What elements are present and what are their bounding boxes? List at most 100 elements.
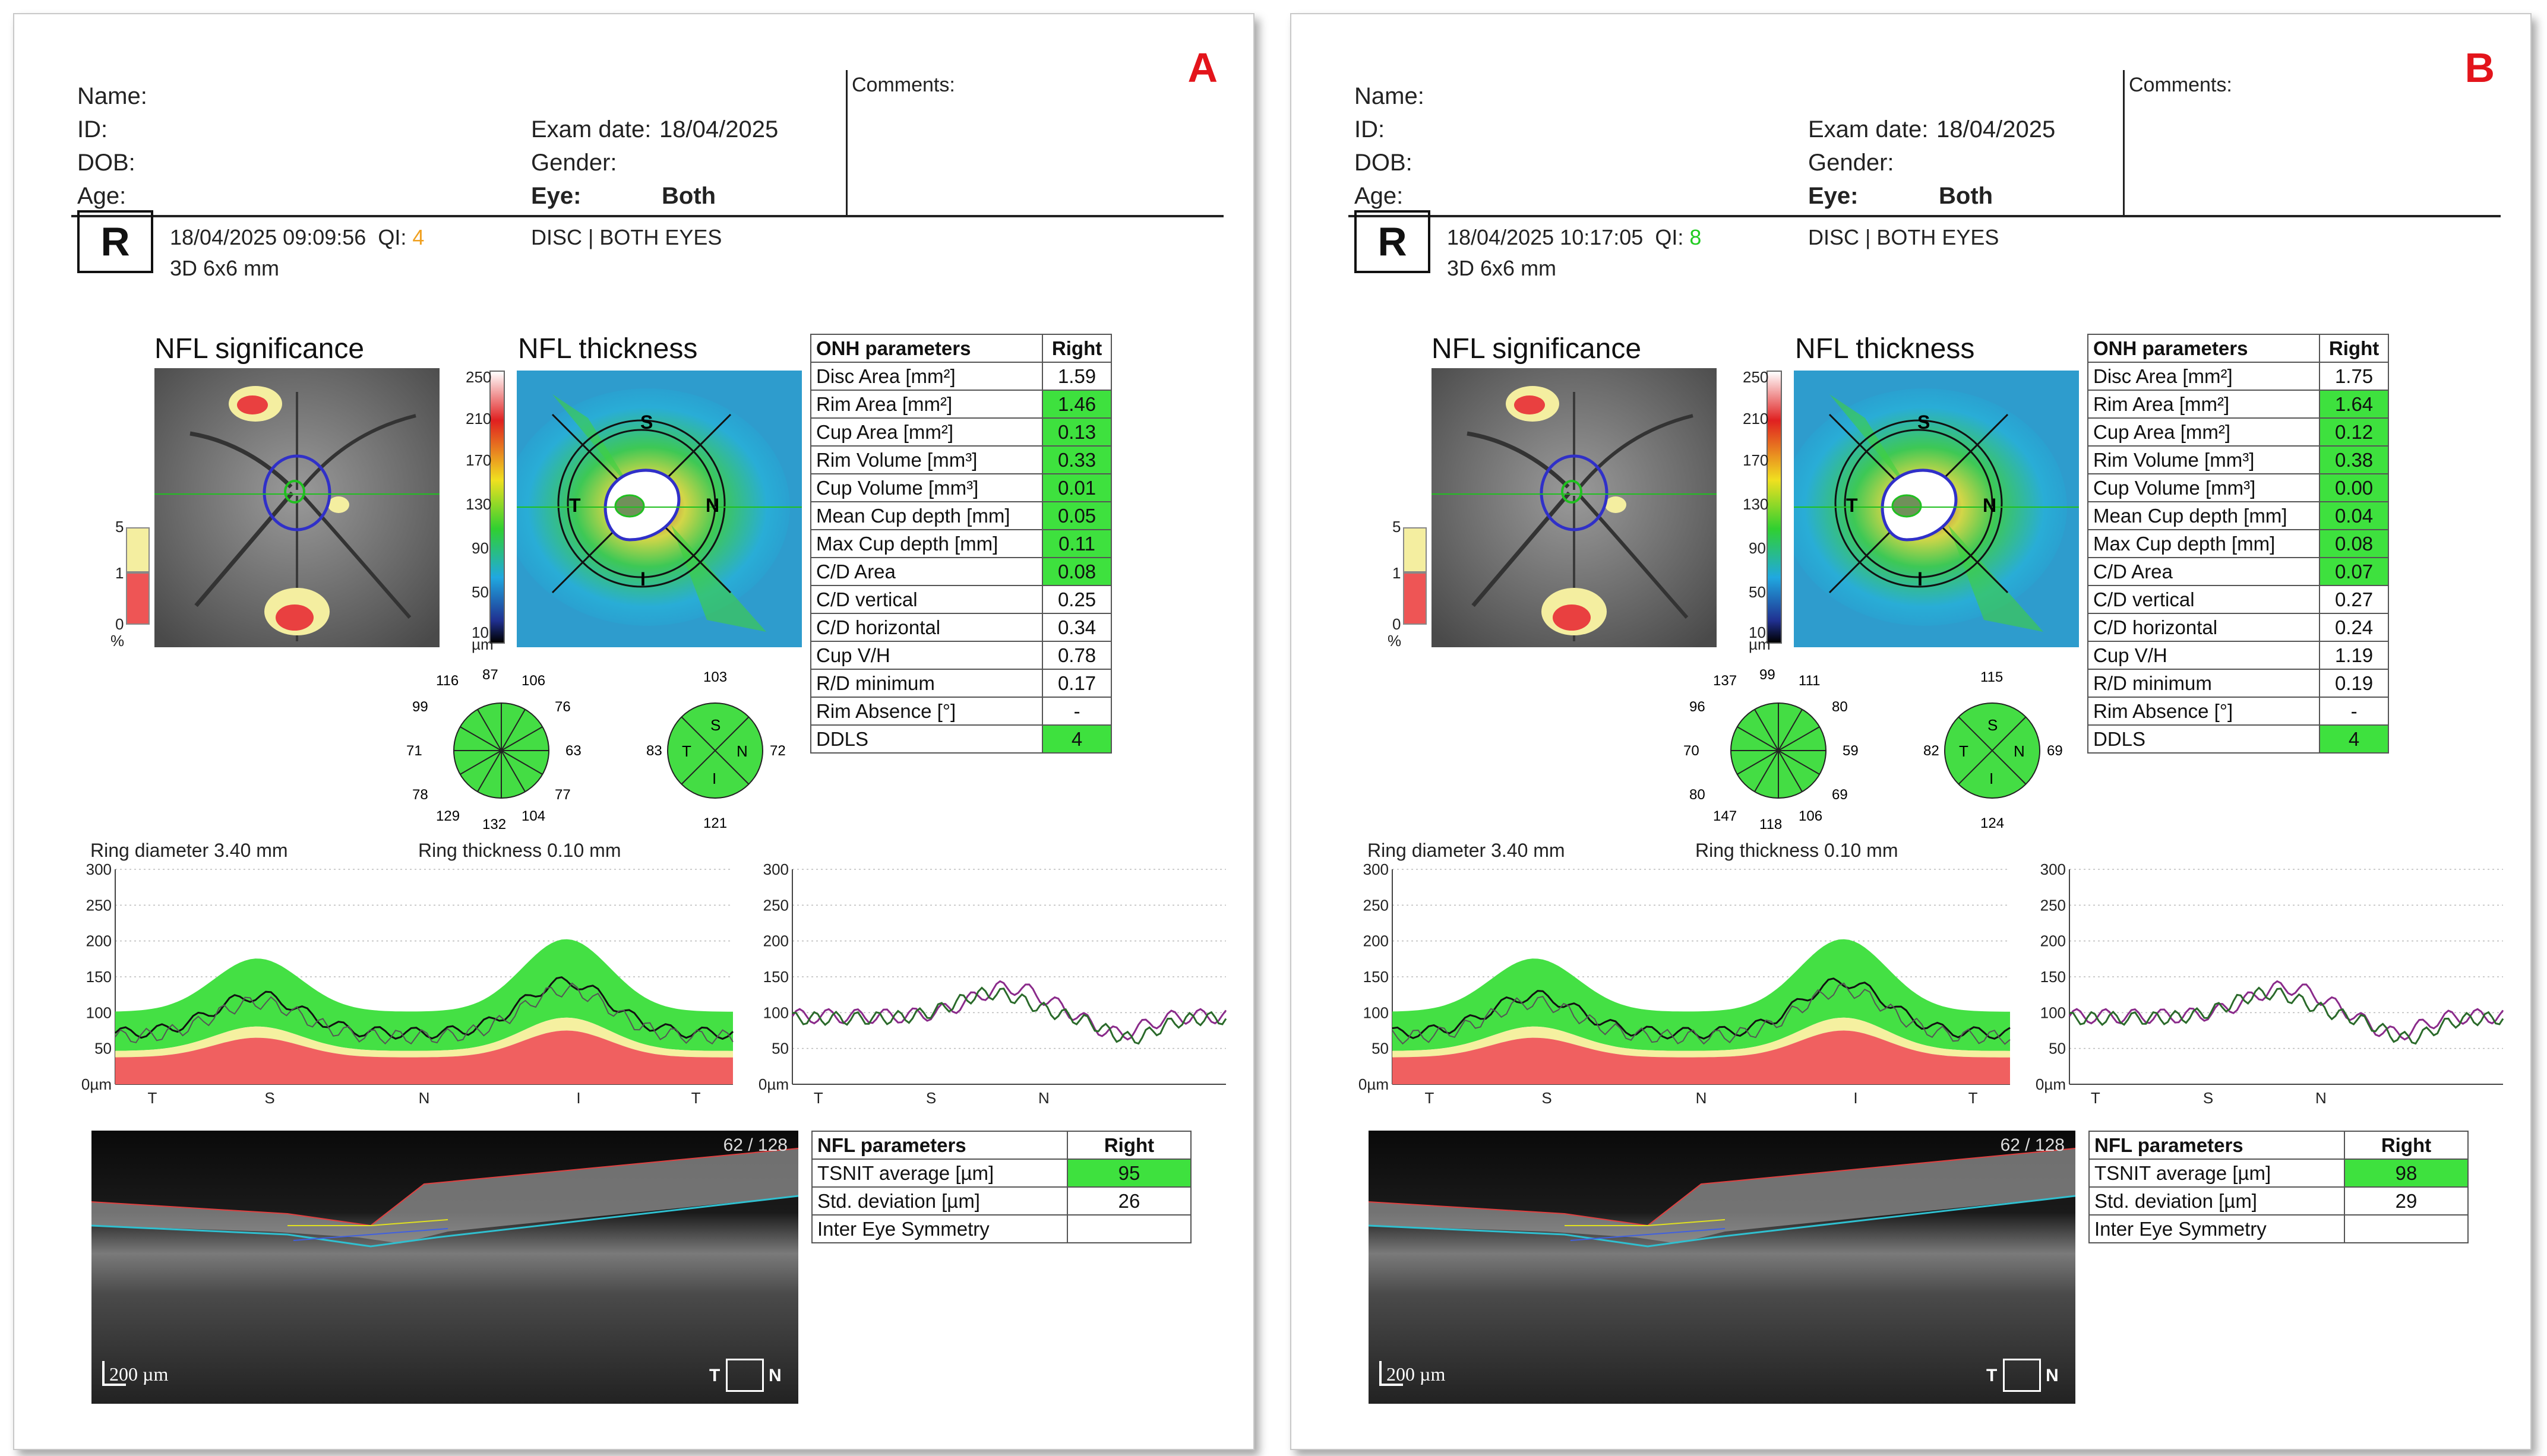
onh-param-value: 0.04 xyxy=(2319,501,2389,530)
thick-scale-unit: µm xyxy=(472,635,494,653)
onh-row: C/D Area 0.08 xyxy=(810,557,1112,586)
x-tick-label: T xyxy=(1424,1089,1434,1107)
quad-value-n: 69 xyxy=(2047,743,2063,759)
quadrant-chart: S T N I 103 83 72 121 xyxy=(620,667,810,834)
thick-scale-10: 10 xyxy=(472,623,489,641)
onh-param-label: Cup V/H xyxy=(810,641,1044,670)
onh-param-label: Rim Volume [mm³] xyxy=(810,445,1044,474)
thickness-color-scale xyxy=(489,371,505,644)
clock-sector-line xyxy=(460,726,543,775)
nfl-significance-title: NFL significance xyxy=(154,333,365,365)
nfl-param-label: Inter Eye Symmetry xyxy=(811,1214,1068,1243)
onh-param-value: 1.75 xyxy=(2319,362,2389,391)
onh-param-label: Rim Volume [mm³] xyxy=(2087,445,2321,474)
thick-scale-170: 170 xyxy=(1743,451,1769,469)
onh-row: Disc Area [mm²] 1.59 xyxy=(810,362,1112,391)
onh-param-label: Cup Volume [mm³] xyxy=(810,473,1044,502)
clock-value-left-upper: 99 xyxy=(412,699,428,715)
y-tick-label: 0µm xyxy=(81,1075,112,1093)
y-tick-label: 0µm xyxy=(2036,1075,2066,1093)
oct-bscan-image: 62 / 128 200 µm T N xyxy=(1369,1131,2075,1404)
onh-row: Cup Volume [mm³] 0.00 xyxy=(2087,473,2389,502)
gender-label: Gender: xyxy=(531,150,617,176)
nfl-parameters-table: NFL parameters Right TSNIT average [µm] 9… xyxy=(811,1131,1192,1243)
fundus-significance-image xyxy=(1431,368,1717,647)
nfl-row: TSNIT average [µm] 95 xyxy=(811,1159,1192,1188)
y-tick-label: 100 xyxy=(86,1004,112,1021)
onh-row: Mean Cup depth [mm] 0.05 xyxy=(810,501,1112,530)
scan-type: 3D 6x6 mm xyxy=(170,256,280,280)
nfl-row: Std. deviation [µm] 29 xyxy=(2088,1186,2469,1216)
onh-row: C/D Area 0.07 xyxy=(2087,557,2389,586)
scan-protocol: DISC | BOTH EYES xyxy=(531,225,722,249)
ring-thickness: Ring thickness 0.10 mm xyxy=(418,840,621,861)
tsnit-line-mean xyxy=(1392,977,2011,1040)
nfl-thickness-map: S T N I xyxy=(1794,371,2079,647)
onh-param-label: Mean Cup depth [mm] xyxy=(810,501,1044,530)
eye-label: Eye: xyxy=(1808,183,1859,209)
onh-col-right: Right xyxy=(1042,334,1112,363)
onh-row: Max Cup depth [mm] 0.11 xyxy=(810,529,1112,558)
clock-value-right: 59 xyxy=(1843,743,1859,759)
nfl-thickness-map: S T N I xyxy=(517,371,802,647)
nfl-thickness-title: NFL thickness xyxy=(1795,333,1975,365)
borderline-band xyxy=(115,1017,733,1058)
nfl-param-label: TSNIT average [µm] xyxy=(811,1159,1068,1188)
ring-diameter: Ring diameter 3.40 mm xyxy=(90,840,288,861)
y-tick-label: 100 xyxy=(1363,1004,1389,1021)
onh-param-label: DDLS xyxy=(2087,724,2321,754)
onh-param-value: 1.46 xyxy=(1042,390,1112,419)
qi-label: QI: xyxy=(378,225,407,249)
nfl-param-label: TSNIT average [µm] xyxy=(2088,1159,2345,1188)
tsnit-line-fellow-eye xyxy=(2068,980,2504,1041)
clock-value-top-right: 111 xyxy=(1799,673,1820,689)
onh-param-value: 0.19 xyxy=(2319,669,2389,698)
clock-value-right: 63 xyxy=(565,743,582,759)
clock-value-top-right: 106 xyxy=(522,673,545,689)
eye-indicator: R xyxy=(1354,210,1430,273)
onh-row: Rim Absence [°] - xyxy=(2087,697,2389,726)
tsnit-comparison-chart: 300 250 200 150 100 50 0µm T S N xyxy=(751,860,1232,1110)
eye-label: Eye: xyxy=(531,183,582,209)
clock-value-bottom-left: 129 xyxy=(436,808,460,824)
onh-row: Cup Area [mm²] 0.13 xyxy=(810,417,1112,447)
tsnit-line-measured xyxy=(115,982,734,1045)
exam-date-label: Exam date: xyxy=(531,116,652,143)
onh-param-value: 0.38 xyxy=(2319,445,2389,474)
y-tick-label: 150 xyxy=(86,968,112,986)
quad-label-s: S xyxy=(710,716,721,734)
y-tick-label: 150 xyxy=(1363,968,1389,986)
qi-label: QI: xyxy=(1655,225,1684,249)
clock-value-bottom: 132 xyxy=(482,816,506,833)
onh-param-value: 1.19 xyxy=(2319,641,2389,670)
tsnit-chart: 300 250 200 150 100 50 0µm T S N I T xyxy=(1351,860,2016,1110)
onh-param-label: Rim Absence [°] xyxy=(2087,697,2321,726)
thick-scale-210: 210 xyxy=(1743,410,1769,428)
comments-label: Comments: xyxy=(2129,74,2232,96)
nfl-param-label: Inter Eye Symmetry xyxy=(2088,1214,2345,1243)
x-tick-label: T xyxy=(691,1089,701,1107)
dob-label: DOB: xyxy=(1354,150,1412,176)
sig-scale-unit: % xyxy=(110,632,125,650)
map-label-i: I xyxy=(1917,568,1923,590)
x-tick-label: S xyxy=(264,1089,274,1107)
ring-thickness: Ring thickness 0.10 mm xyxy=(1695,840,1898,861)
thickness-color-scale xyxy=(1767,371,1782,644)
nfl-param-value: 29 xyxy=(2344,1186,2469,1216)
thick-scale-90: 90 xyxy=(472,539,489,557)
onh-row: Rim Volume [mm³] 0.38 xyxy=(2087,445,2389,474)
onh-param-value: 0.78 xyxy=(1042,641,1112,670)
clock-value-left-lower: 78 xyxy=(412,787,428,803)
normal-band xyxy=(115,939,733,1051)
onh-param-value: 0.05 xyxy=(1042,501,1112,530)
y-tick-label: 50 xyxy=(2049,1040,2066,1058)
y-tick-label: 50 xyxy=(94,1040,112,1058)
thick-scale-90: 90 xyxy=(1749,539,1766,557)
onh-param-value: 0.25 xyxy=(1042,585,1112,614)
eye-indicator: R xyxy=(77,210,153,273)
onh-param-value: - xyxy=(2319,697,2389,726)
quad-value-i: 121 xyxy=(703,815,727,831)
onh-parameters-table: ONH parameters Right Disc Area [mm²] 1.59… xyxy=(810,334,1112,754)
clock-value-bottom-right: 106 xyxy=(1799,808,1822,824)
map-label-s: S xyxy=(640,412,653,433)
